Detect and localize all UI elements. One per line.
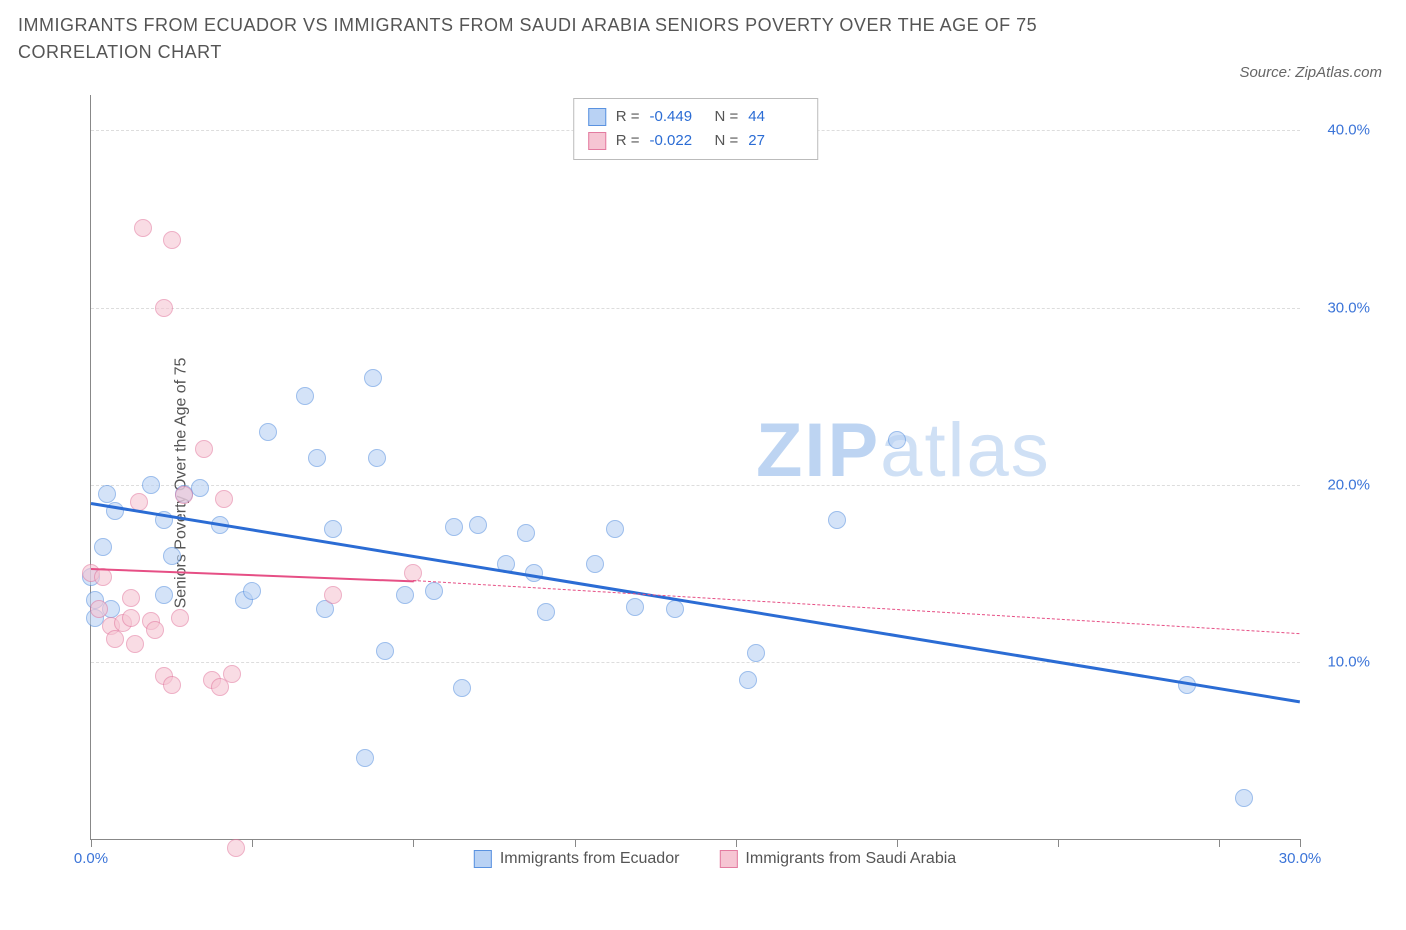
x-tick <box>736 839 737 847</box>
gridline <box>91 485 1300 486</box>
data-point <box>368 449 386 467</box>
gridline <box>91 662 1300 663</box>
data-point <box>666 600 684 618</box>
chart-title: IMMIGRANTS FROM ECUADOR VS IMMIGRANTS FR… <box>18 12 1118 66</box>
data-point <box>126 635 144 653</box>
x-tick <box>897 839 898 847</box>
data-point <box>747 644 765 662</box>
legend-swatch-icon <box>719 850 737 868</box>
n-label: N = <box>715 129 739 153</box>
data-point <box>259 423 277 441</box>
n-value-1: 44 <box>748 105 803 129</box>
data-point <box>163 676 181 694</box>
legend-label-saudi: Immigrants from Saudi Arabia <box>745 850 956 868</box>
data-point <box>1235 789 1253 807</box>
x-tick <box>413 839 414 847</box>
n-label: N = <box>715 105 739 129</box>
data-point <box>586 555 604 573</box>
y-tick-label: 20.0% <box>1310 476 1370 493</box>
legend-swatch-ecuador <box>588 108 606 126</box>
data-point <box>90 600 108 618</box>
data-point <box>106 630 124 648</box>
data-point <box>517 524 535 542</box>
watermark: ZIPatlas <box>756 407 1051 494</box>
data-point <box>537 603 555 621</box>
watermark-bold: ZIP <box>756 408 880 493</box>
x-tick-label: 30.0% <box>1279 850 1322 867</box>
data-point <box>122 609 140 627</box>
data-point <box>324 520 342 538</box>
x-tick <box>1219 839 1220 847</box>
data-point <box>163 547 181 565</box>
trend-line <box>91 568 413 582</box>
x-tick-label: 0.0% <box>74 850 108 867</box>
data-point <box>122 589 140 607</box>
plot-region: ZIPatlas R = -0.449 N = 44 R = -0.022 N … <box>90 95 1300 840</box>
data-point <box>324 586 342 604</box>
legend-item-ecuador: Immigrants from Ecuador <box>474 850 680 868</box>
data-point <box>146 621 164 639</box>
data-point <box>453 679 471 697</box>
data-point <box>98 485 116 503</box>
chart-area: Seniors Poverty Over the Age of 75 ZIPat… <box>50 95 1380 870</box>
data-point <box>445 518 463 536</box>
data-point <box>396 586 414 604</box>
legend-item-saudi: Immigrants from Saudi Arabia <box>719 850 956 868</box>
n-value-2: 27 <box>748 129 803 153</box>
y-tick-label: 10.0% <box>1310 653 1370 670</box>
data-point <box>308 449 326 467</box>
data-point <box>364 369 382 387</box>
data-point <box>227 839 245 857</box>
legend-bottom: Immigrants from Ecuador Immigrants from … <box>474 850 956 868</box>
data-point <box>888 431 906 449</box>
legend-swatch-saudi <box>588 132 606 150</box>
legend-stats-box: R = -0.449 N = 44 R = -0.022 N = 27 <box>573 98 819 160</box>
data-point <box>142 476 160 494</box>
r-value-2: -0.022 <box>650 129 705 153</box>
data-point <box>191 479 209 497</box>
source-attribution: Source: ZipAtlas.com <box>1239 64 1382 81</box>
r-label: R = <box>616 129 640 153</box>
data-point <box>296 387 314 405</box>
r-label: R = <box>616 105 640 129</box>
data-point <box>243 582 261 600</box>
watermark-light: atlas <box>880 408 1051 493</box>
x-tick <box>1300 839 1301 847</box>
data-point <box>155 299 173 317</box>
data-point <box>195 440 213 458</box>
data-point <box>94 538 112 556</box>
data-point <box>425 582 443 600</box>
data-point <box>376 642 394 660</box>
data-point <box>356 749 374 767</box>
x-tick <box>91 839 92 847</box>
r-value-1: -0.449 <box>650 105 705 129</box>
x-tick <box>575 839 576 847</box>
data-point <box>215 490 233 508</box>
data-point <box>175 486 193 504</box>
legend-label-ecuador: Immigrants from Ecuador <box>500 850 680 868</box>
data-point <box>155 586 173 604</box>
legend-swatch-icon <box>474 850 492 868</box>
data-point <box>163 231 181 249</box>
data-point <box>828 511 846 529</box>
y-tick-label: 40.0% <box>1310 122 1370 139</box>
legend-stats-row-2: R = -0.022 N = 27 <box>588 129 804 153</box>
x-tick <box>252 839 253 847</box>
data-point <box>626 598 644 616</box>
legend-stats-row-1: R = -0.449 N = 44 <box>588 105 804 129</box>
data-point <box>223 665 241 683</box>
x-tick <box>1058 839 1059 847</box>
data-point <box>469 516 487 534</box>
trend-line <box>91 502 1300 703</box>
gridline <box>91 308 1300 309</box>
data-point <box>171 609 189 627</box>
y-tick-label: 30.0% <box>1310 299 1370 316</box>
data-point <box>606 520 624 538</box>
data-point <box>134 219 152 237</box>
data-point <box>739 671 757 689</box>
